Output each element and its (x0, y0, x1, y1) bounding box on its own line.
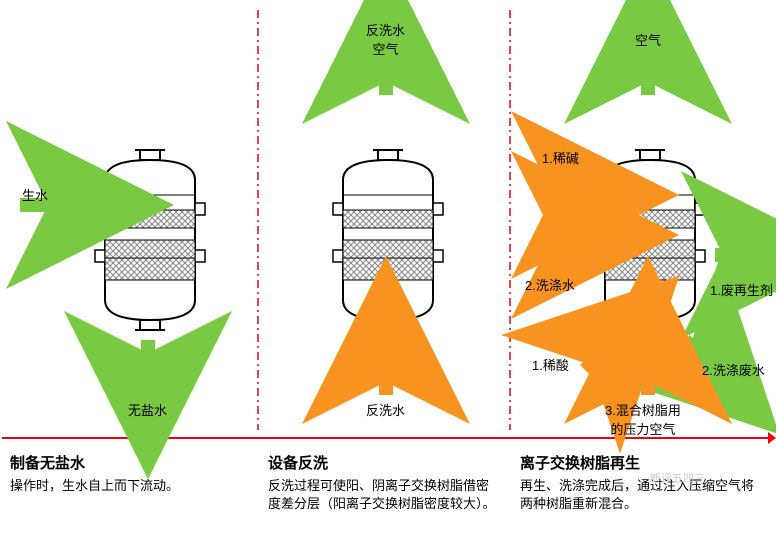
arrow-label: 反洗水 空气 (366, 20, 405, 58)
vessel (95, 150, 205, 330)
section-title: 制备无盐水 (10, 452, 248, 473)
arrow-label: 1.稀碱 (542, 148, 579, 167)
section-title: 离子交换树脂再生 (520, 452, 766, 473)
arrow-label: 反洗水 (366, 400, 405, 419)
arrow-label: 2.洗涤废水 (702, 360, 765, 379)
section-title: 设备反洗 (268, 452, 500, 473)
vessel (333, 150, 443, 330)
section-text: 制备无盐水操作时，生水自上而下流动。 (10, 452, 248, 495)
section-text: 设备反洗反洗过程可使阳、阴离子交换树脂借密度差分层（阳离子交换树脂密度较大）。 (268, 452, 500, 513)
watermark: 新评五四三 (650, 470, 705, 486)
arrow-label: 1.稀酸 (532, 355, 569, 374)
timeline-head (768, 432, 776, 444)
arrow-label: 1.废再生剂 (710, 280, 773, 299)
section-desc: 再生、洗涤完成后，通过注入压缩空气将两种树脂重新混合。 (520, 477, 766, 513)
section-desc: 反洗过程可使阳、阴离子交换树脂借密度差分层（阳离子交换树脂密度较大）。 (268, 477, 500, 513)
section-desc: 操作时，生水自上而下流动。 (10, 477, 248, 495)
arrow-label: 2.洗涤水 (525, 275, 575, 294)
vessel (595, 150, 705, 330)
arrow-label: 无盐水 (128, 400, 167, 419)
arrow-label: 空气 (635, 30, 661, 49)
section-text: 离子交换树脂再生再生、洗涤完成后，通过注入压缩空气将两种树脂重新混合。 (520, 452, 766, 513)
arrow-label: 生水 (22, 185, 48, 204)
arrow-label: 3.混合树脂用 的压力空气 (605, 400, 681, 438)
flow-arrow (585, 335, 620, 370)
